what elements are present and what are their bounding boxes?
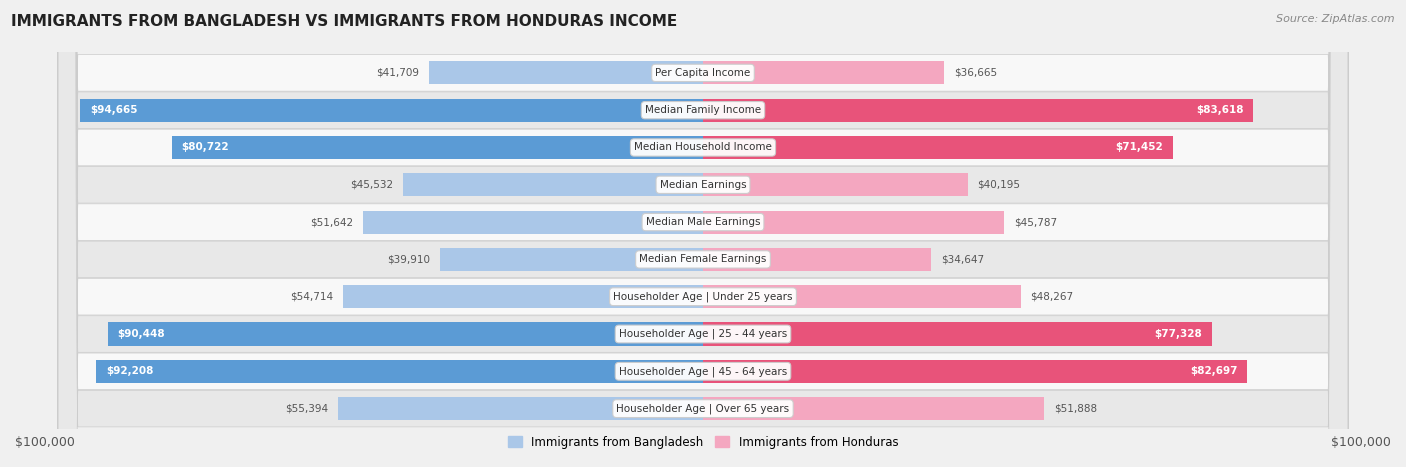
Bar (703, 211, 1004, 234)
Text: $55,394: $55,394 (285, 403, 329, 414)
Bar (703, 61, 945, 85)
FancyBboxPatch shape (58, 0, 1348, 467)
FancyBboxPatch shape (58, 0, 1348, 467)
Bar (703, 322, 1212, 346)
Legend: Immigrants from Bangladesh, Immigrants from Honduras: Immigrants from Bangladesh, Immigrants f… (503, 431, 903, 453)
Text: $80,722: $80,722 (181, 142, 229, 153)
Bar (80, 99, 703, 122)
FancyBboxPatch shape (58, 0, 1348, 467)
Text: Householder Age | 45 - 64 years: Householder Age | 45 - 64 years (619, 366, 787, 376)
Text: $48,267: $48,267 (1031, 292, 1074, 302)
FancyBboxPatch shape (58, 0, 1348, 467)
Text: Median Household Income: Median Household Income (634, 142, 772, 153)
Bar (108, 322, 703, 346)
Text: Per Capita Income: Per Capita Income (655, 68, 751, 78)
Text: IMMIGRANTS FROM BANGLADESH VS IMMIGRANTS FROM HONDURAS INCOME: IMMIGRANTS FROM BANGLADESH VS IMMIGRANTS… (11, 14, 678, 29)
Bar (703, 136, 1173, 159)
Text: $40,195: $40,195 (977, 180, 1021, 190)
Text: $90,448: $90,448 (118, 329, 166, 339)
Text: $45,787: $45,787 (1014, 217, 1057, 227)
Bar (703, 360, 1247, 383)
Bar (440, 248, 703, 271)
Bar (703, 285, 1021, 308)
Text: Householder Age | Over 65 years: Householder Age | Over 65 years (616, 403, 790, 414)
Text: $83,618: $83,618 (1197, 105, 1243, 115)
Text: $71,452: $71,452 (1115, 142, 1163, 153)
Bar (703, 397, 1045, 420)
Text: $45,532: $45,532 (350, 180, 394, 190)
Bar (703, 248, 931, 271)
Bar (404, 173, 703, 196)
Bar (96, 360, 703, 383)
FancyBboxPatch shape (58, 0, 1348, 467)
Bar (703, 99, 1253, 122)
Text: $36,665: $36,665 (955, 68, 997, 78)
Text: $34,647: $34,647 (941, 255, 984, 264)
FancyBboxPatch shape (58, 0, 1348, 467)
Text: $92,208: $92,208 (105, 366, 153, 376)
Text: $94,665: $94,665 (90, 105, 138, 115)
Text: Householder Age | 25 - 44 years: Householder Age | 25 - 44 years (619, 329, 787, 339)
Text: Median Family Income: Median Family Income (645, 105, 761, 115)
Text: $82,697: $82,697 (1189, 366, 1237, 376)
Text: Median Earnings: Median Earnings (659, 180, 747, 190)
Bar (339, 397, 703, 420)
FancyBboxPatch shape (58, 0, 1348, 467)
FancyBboxPatch shape (58, 0, 1348, 467)
Text: Householder Age | Under 25 years: Householder Age | Under 25 years (613, 291, 793, 302)
Text: Median Male Earnings: Median Male Earnings (645, 217, 761, 227)
Text: $41,709: $41,709 (375, 68, 419, 78)
Text: $54,714: $54,714 (290, 292, 333, 302)
Bar (363, 211, 703, 234)
FancyBboxPatch shape (58, 0, 1348, 467)
Bar (429, 61, 703, 85)
Text: $51,642: $51,642 (311, 217, 353, 227)
Text: $77,328: $77,328 (1154, 329, 1202, 339)
Bar (703, 173, 967, 196)
Bar (343, 285, 703, 308)
FancyBboxPatch shape (58, 0, 1348, 467)
Bar (172, 136, 703, 159)
Text: Source: ZipAtlas.com: Source: ZipAtlas.com (1277, 14, 1395, 24)
Text: $51,888: $51,888 (1054, 403, 1098, 414)
Text: Median Female Earnings: Median Female Earnings (640, 255, 766, 264)
Text: $39,910: $39,910 (388, 255, 430, 264)
